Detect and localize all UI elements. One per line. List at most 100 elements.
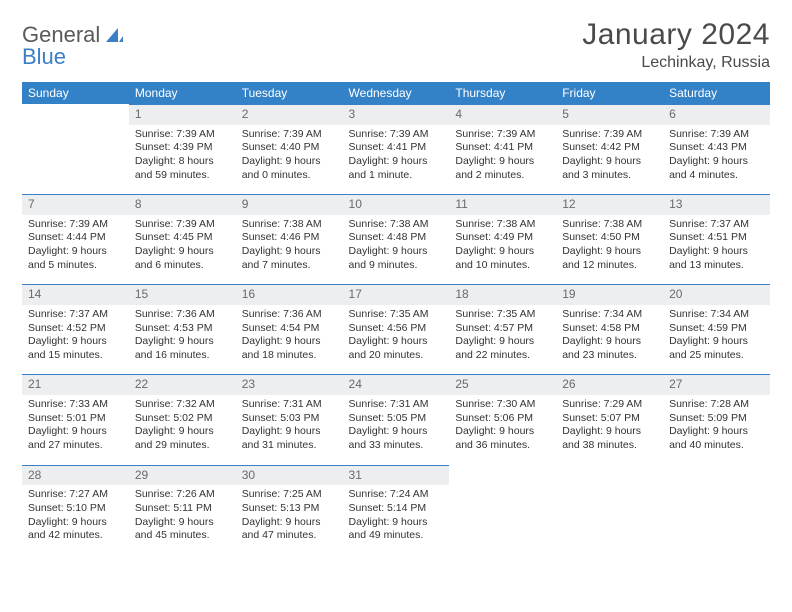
day-body: Sunrise: 7:36 AMSunset: 4:53 PMDaylight:… [129, 305, 236, 371]
day-line-sr: Sunrise: 7:37 AM [28, 308, 123, 322]
day-line-d2: and 45 minutes. [135, 529, 230, 543]
weekday-header: Tuesday [236, 82, 343, 104]
day-body: Sunrise: 7:38 AMSunset: 4:48 PMDaylight:… [343, 215, 450, 281]
calendar-cell: 22Sunrise: 7:32 AMSunset: 5:02 PMDayligh… [129, 374, 236, 460]
day-line-d1: Daylight: 9 hours [669, 335, 764, 349]
day-number: 22 [129, 374, 236, 395]
day-number: 9 [236, 194, 343, 215]
day-line-sr: Sunrise: 7:39 AM [242, 128, 337, 142]
day-number: 18 [449, 284, 556, 305]
day-line-d1: Daylight: 9 hours [135, 335, 230, 349]
day-line-sr: Sunrise: 7:24 AM [349, 488, 444, 502]
calendar-table: Sunday Monday Tuesday Wednesday Thursday… [22, 82, 770, 551]
day-body: Sunrise: 7:39 AMSunset: 4:45 PMDaylight:… [129, 215, 236, 281]
day-line-sr: Sunrise: 7:39 AM [349, 128, 444, 142]
day-line-sr: Sunrise: 7:38 AM [455, 218, 550, 232]
day-body: Sunrise: 7:39 AMSunset: 4:40 PMDaylight:… [236, 125, 343, 191]
day-number: 30 [236, 465, 343, 486]
day-body: Sunrise: 7:28 AMSunset: 5:09 PMDaylight:… [663, 395, 770, 461]
day-number: 7 [22, 194, 129, 215]
day-number: 1 [129, 104, 236, 125]
day-line-d2: and 25 minutes. [669, 349, 764, 363]
day-line-d1: Daylight: 9 hours [349, 335, 444, 349]
day-number: 24 [343, 374, 450, 395]
calendar-cell: 1Sunrise: 7:39 AMSunset: 4:39 PMDaylight… [129, 104, 236, 190]
day-number: 8 [129, 194, 236, 215]
day-line-ss: Sunset: 4:51 PM [669, 231, 764, 245]
calendar-cell: 6Sunrise: 7:39 AMSunset: 4:43 PMDaylight… [663, 104, 770, 190]
day-body: Sunrise: 7:39 AMSunset: 4:44 PMDaylight:… [22, 215, 129, 281]
calendar-cell: 19Sunrise: 7:34 AMSunset: 4:58 PMDayligh… [556, 284, 663, 370]
calendar-cell: 2Sunrise: 7:39 AMSunset: 4:40 PMDaylight… [236, 104, 343, 190]
day-body: Sunrise: 7:38 AMSunset: 4:46 PMDaylight:… [236, 215, 343, 281]
day-number: 25 [449, 374, 556, 395]
day-line-sr: Sunrise: 7:31 AM [349, 398, 444, 412]
day-line-ss: Sunset: 4:41 PM [455, 141, 550, 155]
calendar-week-row: 7Sunrise: 7:39 AMSunset: 4:44 PMDaylight… [22, 194, 770, 280]
day-body: Sunrise: 7:31 AMSunset: 5:03 PMDaylight:… [236, 395, 343, 461]
day-line-sr: Sunrise: 7:29 AM [562, 398, 657, 412]
day-body: Sunrise: 7:35 AMSunset: 4:56 PMDaylight:… [343, 305, 450, 371]
day-body: Sunrise: 7:38 AMSunset: 4:50 PMDaylight:… [556, 215, 663, 281]
day-line-d1: Daylight: 9 hours [28, 516, 123, 530]
day-body: Sunrise: 7:24 AMSunset: 5:14 PMDaylight:… [343, 485, 450, 551]
day-number: 3 [343, 104, 450, 125]
day-line-ss: Sunset: 4:57 PM [455, 322, 550, 336]
day-line-ss: Sunset: 5:10 PM [28, 502, 123, 516]
day-body: Sunrise: 7:35 AMSunset: 4:57 PMDaylight:… [449, 305, 556, 371]
day-line-sr: Sunrise: 7:39 AM [135, 128, 230, 142]
calendar-cell: 13Sunrise: 7:37 AMSunset: 4:51 PMDayligh… [663, 194, 770, 280]
calendar-cell: 5Sunrise: 7:39 AMSunset: 4:42 PMDaylight… [556, 104, 663, 190]
day-body: Sunrise: 7:39 AMSunset: 4:43 PMDaylight:… [663, 125, 770, 191]
day-line-ss: Sunset: 5:05 PM [349, 412, 444, 426]
day-line-sr: Sunrise: 7:36 AM [242, 308, 337, 322]
day-number: 14 [22, 284, 129, 305]
day-line-ss: Sunset: 4:50 PM [562, 231, 657, 245]
day-line-d2: and 12 minutes. [562, 259, 657, 273]
day-line-ss: Sunset: 5:06 PM [455, 412, 550, 426]
calendar-week-row: 1Sunrise: 7:39 AMSunset: 4:39 PMDaylight… [22, 104, 770, 190]
day-line-ss: Sunset: 4:49 PM [455, 231, 550, 245]
day-number: 6 [663, 104, 770, 125]
day-line-d1: Daylight: 9 hours [28, 425, 123, 439]
day-line-ss: Sunset: 4:48 PM [349, 231, 444, 245]
day-line-d2: and 49 minutes. [349, 529, 444, 543]
day-line-d1: Daylight: 9 hours [669, 425, 764, 439]
day-number: 19 [556, 284, 663, 305]
calendar-cell: 16Sunrise: 7:36 AMSunset: 4:54 PMDayligh… [236, 284, 343, 370]
day-line-d2: and 4 minutes. [669, 169, 764, 183]
calendar-cell: 7Sunrise: 7:39 AMSunset: 4:44 PMDaylight… [22, 194, 129, 280]
day-body: Sunrise: 7:26 AMSunset: 5:11 PMDaylight:… [129, 485, 236, 551]
day-line-sr: Sunrise: 7:27 AM [28, 488, 123, 502]
logo-word2: Blue [22, 46, 132, 68]
day-line-d2: and 9 minutes. [349, 259, 444, 273]
day-line-ss: Sunset: 4:41 PM [349, 141, 444, 155]
day-number: 31 [343, 465, 450, 486]
calendar-cell: 12Sunrise: 7:38 AMSunset: 4:50 PMDayligh… [556, 194, 663, 280]
calendar-cell: 8Sunrise: 7:39 AMSunset: 4:45 PMDaylight… [129, 194, 236, 280]
day-line-sr: Sunrise: 7:37 AM [669, 218, 764, 232]
day-body: Sunrise: 7:25 AMSunset: 5:13 PMDaylight:… [236, 485, 343, 551]
day-line-d2: and 7 minutes. [242, 259, 337, 273]
day-line-d1: Daylight: 9 hours [455, 425, 550, 439]
weekday-header: Sunday [22, 82, 129, 104]
day-line-d1: Daylight: 9 hours [349, 516, 444, 530]
calendar-cell: 15Sunrise: 7:36 AMSunset: 4:53 PMDayligh… [129, 284, 236, 370]
day-line-d2: and 13 minutes. [669, 259, 764, 273]
day-line-sr: Sunrise: 7:39 AM [562, 128, 657, 142]
day-line-ss: Sunset: 4:53 PM [135, 322, 230, 336]
day-number: 12 [556, 194, 663, 215]
calendar-cell: 14Sunrise: 7:37 AMSunset: 4:52 PMDayligh… [22, 284, 129, 370]
calendar-cell: 11Sunrise: 7:38 AMSunset: 4:49 PMDayligh… [449, 194, 556, 280]
day-number: 11 [449, 194, 556, 215]
day-line-ss: Sunset: 5:09 PM [669, 412, 764, 426]
day-body: Sunrise: 7:36 AMSunset: 4:54 PMDaylight:… [236, 305, 343, 371]
day-line-d2: and 6 minutes. [135, 259, 230, 273]
day-line-d2: and 42 minutes. [28, 529, 123, 543]
day-line-d1: Daylight: 8 hours [135, 155, 230, 169]
day-number: 10 [343, 194, 450, 215]
day-line-d2: and 59 minutes. [135, 169, 230, 183]
day-body: Sunrise: 7:39 AMSunset: 4:41 PMDaylight:… [449, 125, 556, 191]
day-line-d2: and 27 minutes. [28, 439, 123, 453]
calendar-cell: 20Sunrise: 7:34 AMSunset: 4:59 PMDayligh… [663, 284, 770, 370]
